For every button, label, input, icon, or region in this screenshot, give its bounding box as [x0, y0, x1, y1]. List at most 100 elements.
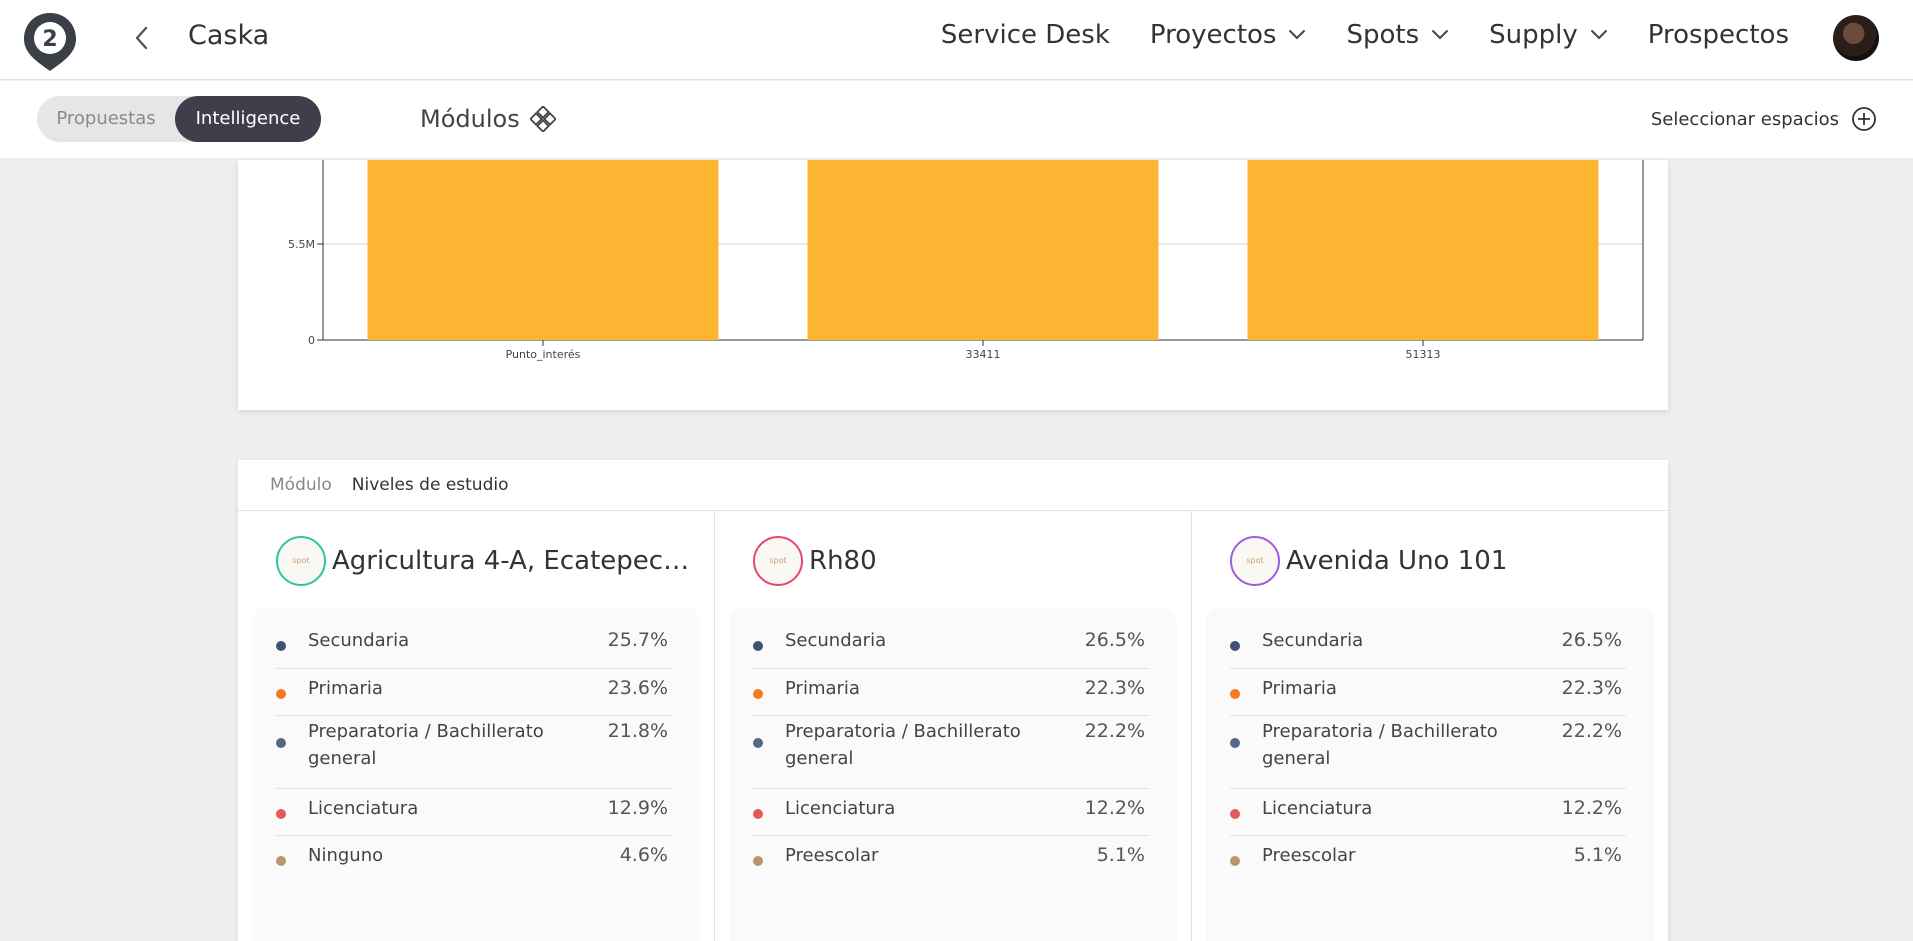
bar-group: Punto_interés 33411 51313 [367, 160, 1599, 361]
module-card: Módulo Niveles de estudio spot Agricultur… [238, 460, 1668, 941]
location-name: Agricultura 4-A, Ecatepec d... [332, 546, 694, 576]
select-spaces-label: Seleccionar espacios [1650, 108, 1839, 130]
xtick-label: 51313 [1406, 348, 1441, 361]
bar-chart: 5.5M 0 Punto_interés 33411 51313 [288, 160, 1644, 361]
list-item: Primaria 22.3% [1230, 669, 1626, 716]
list-item: Secundaria 25.7% [276, 621, 672, 669]
legend-dot [753, 738, 763, 748]
legend-dot [1230, 856, 1240, 866]
list-item: Licenciatura 12.2% [1230, 789, 1626, 836]
study-levels-panel: Secundaria 26.5% Primaria 22.3% Preparatoria… [729, 607, 1177, 941]
xtick-label: 33411 [966, 348, 1001, 361]
legend-dot [753, 809, 763, 819]
user-avatar[interactable] [1833, 15, 1879, 61]
ytick-label-0: 0 [308, 334, 315, 347]
legend-dot [753, 856, 763, 866]
add-circle-icon [1852, 107, 1876, 131]
legend-dot [1230, 809, 1240, 819]
level-value: 12.2% [1084, 797, 1145, 819]
legend-dot [276, 809, 286, 819]
nav-prospectos[interactable]: Prospectos [1648, 20, 1789, 50]
location-column: spot Agricultura 4-A, Ecatepec d... Secund… [238, 511, 715, 941]
level-value: 21.8% [607, 720, 668, 742]
list-item: Preparatoria / Bachillerato general 21.8% [276, 716, 672, 789]
level-label: Licenciatura [308, 798, 419, 819]
legend-dot [276, 856, 286, 866]
nav-spots[interactable]: Spots [1346, 20, 1449, 50]
level-value: 26.5% [1084, 629, 1145, 651]
legend-dot [1230, 689, 1240, 699]
location-header[interactable]: spot Rh80 [753, 536, 877, 586]
location-header[interactable]: spot Agricultura 4-A, Ecatepec d... [276, 536, 694, 586]
toggle-intelligence[interactable]: Intelligence [175, 96, 321, 142]
level-label: Ninguno [308, 845, 384, 866]
location-column: spot Avenida Uno 101 Secundaria 26.5% Primar… [1192, 511, 1668, 941]
level-value: 22.3% [1084, 677, 1145, 699]
legend-dot [276, 641, 286, 651]
location-column: spot Rh80 Secundaria 26.5% Primaria 22.3% Prep… [715, 511, 1192, 941]
study-levels-panel: Secundaria 25.7% Primaria 23.6% Preparatoria… [252, 607, 700, 941]
modules-button[interactable]: Módulos [420, 105, 556, 133]
nav-label: Proyectos [1149, 20, 1277, 50]
chevron-down-icon [1432, 30, 1449, 40]
level-label: Preparatoria / Bachillerato general [785, 721, 1021, 769]
nav-supply[interactable]: Supply [1489, 20, 1608, 50]
nav-label: Prospectos [1647, 20, 1789, 50]
modules-label: Módulos [420, 105, 520, 133]
spot-logo-text: spot [769, 556, 787, 565]
list-item: Licenciatura 12.2% [753, 789, 1149, 836]
back-arrow-icon[interactable] [132, 24, 152, 52]
level-value: 25.7% [607, 629, 668, 651]
bar-2[interactable] [807, 160, 1159, 340]
level-label: Preparatoria / Bachillerato general [1262, 721, 1498, 769]
level-label: Primaria [785, 678, 860, 699]
toggle-propuestas[interactable]: Propuestas [56, 108, 156, 129]
bar-3[interactable] [1247, 160, 1599, 340]
list-item: Secundaria 26.5% [753, 621, 1149, 669]
nav-label: Service Desk [940, 20, 1110, 50]
list-item: Preescolar 5.1% [753, 836, 1149, 884]
module-label: Módulo [270, 475, 332, 495]
level-value: 5.1% [1573, 844, 1622, 866]
select-spaces-button[interactable]: Seleccionar espacios [1651, 106, 1877, 132]
legend-dot [753, 689, 763, 699]
legend-dot [1230, 641, 1240, 651]
module-name: Niveles de estudio [351, 475, 509, 495]
location-name: Avenida Uno 101 [1286, 546, 1508, 576]
level-label: Preparatoria / Bachillerato general [308, 721, 544, 769]
page-title: Caska [188, 20, 270, 51]
logo-arc [1258, 564, 1278, 584]
chevron-down-icon [1590, 30, 1607, 40]
spot-logo-text: spot [1246, 556, 1264, 565]
nav-proyectos[interactable]: Proyectos [1150, 20, 1307, 50]
xtick-label: Punto_interés [506, 348, 581, 361]
logo-arc [304, 564, 324, 584]
level-label: Secundaria [308, 630, 410, 651]
module-columns: spot Agricultura 4-A, Ecatepec d... Secund… [238, 511, 1668, 941]
level-value: 4.6% [619, 844, 668, 866]
nav-service-desk[interactable]: Service Desk [941, 20, 1110, 50]
logo-text: 2 [42, 27, 57, 52]
level-label: Licenciatura [1262, 798, 1373, 819]
level-label: Licenciatura [785, 798, 896, 819]
list-item: Preparatoria / Bachillerato general 22.2% [1230, 716, 1626, 789]
level-label: Primaria [308, 678, 383, 699]
list-item: Primaria 23.6% [276, 669, 672, 716]
bar-1[interactable] [367, 160, 719, 340]
list-item: Licenciatura 12.9% [276, 789, 672, 836]
list-item: Primaria 22.3% [753, 669, 1149, 716]
level-value: 22.2% [1561, 720, 1622, 742]
location-name: Rh80 [809, 546, 877, 576]
level-label: Secundaria [1262, 630, 1364, 651]
legend-dot [276, 689, 286, 699]
app-logo[interactable]: 2 [22, 11, 78, 73]
level-label: Preescolar [785, 845, 879, 866]
level-value: 12.2% [1561, 797, 1622, 819]
level-value: 26.5% [1561, 629, 1622, 651]
spot-logo-icon: spot [1230, 536, 1280, 586]
chevron-down-icon [1289, 30, 1306, 40]
level-value: 12.9% [607, 797, 668, 819]
location-header[interactable]: spot Avenida Uno 101 [1230, 536, 1507, 586]
list-item: Preescolar 5.1% [1230, 836, 1626, 884]
list-item: Secundaria 26.5% [1230, 621, 1626, 669]
